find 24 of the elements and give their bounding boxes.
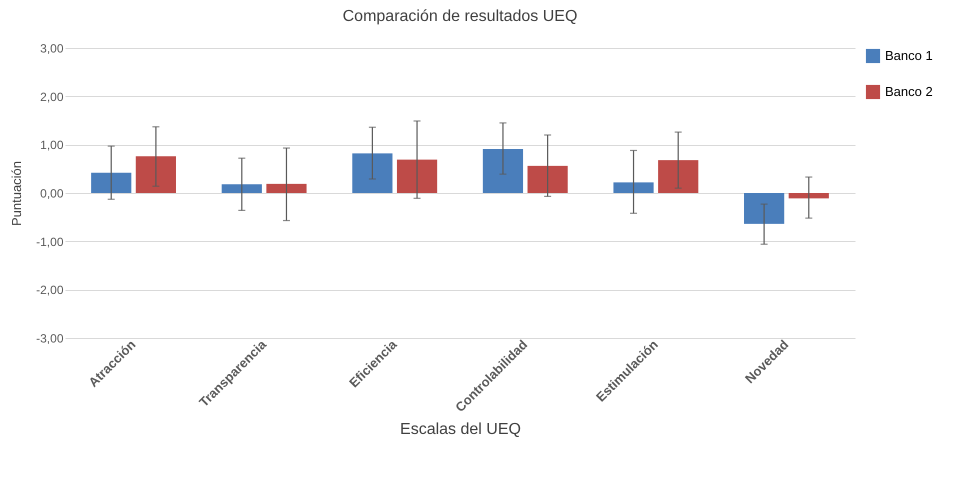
bar [91, 172, 132, 193]
y-tick-label: -2,00 [36, 283, 64, 298]
y-tick-label: 2,00 [40, 90, 64, 104]
bar [528, 166, 568, 193]
x-axis-title: Escalas del UEQ [400, 420, 521, 438]
y-tick-label: -1,00 [36, 234, 64, 249]
y-tick-label: 1,00 [40, 138, 64, 152]
bar [396, 160, 438, 193]
bar [136, 156, 176, 193]
legend-label: Banco 1 [885, 48, 933, 63]
y-tick-label: 3,00 [40, 42, 64, 56]
y-axis-title: Puntuación [9, 160, 24, 226]
bar [744, 193, 784, 224]
bar [222, 184, 262, 193]
bar [266, 184, 307, 193]
bar [788, 193, 829, 198]
bar [352, 153, 392, 193]
y-tick-label: -3,00 [36, 332, 64, 346]
bar [482, 149, 524, 193]
bar [658, 160, 698, 193]
y-tick-label: 0,00 [40, 186, 64, 200]
legend-label: Banco 2 [885, 84, 933, 99]
chart-title: Comparación de resultados UEQ [342, 8, 578, 25]
bar [613, 182, 654, 193]
